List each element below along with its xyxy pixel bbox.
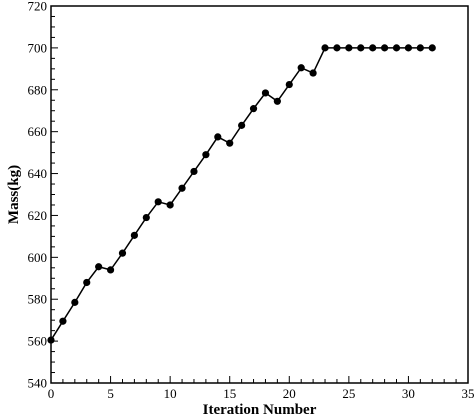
data-point [59,317,67,325]
data-point [83,278,91,287]
plot-frame [50,5,469,384]
data-point [47,336,55,344]
data-point [130,231,138,239]
x-tick-label: 15 [223,386,236,401]
data-point [154,198,162,206]
y-axis-ticks: 540 560 580 600 620 640 660 680 700 720 [28,0,58,391]
data-point [416,44,424,52]
y-tick-label: 720 [28,0,48,14]
data-point [321,44,329,52]
y-tick-label: 700 [28,40,48,55]
data-point [333,44,341,52]
data-point [106,266,115,274]
data-point [226,139,234,147]
data-point [214,133,222,141]
y-tick-label: 540 [28,376,48,391]
data-point [369,44,377,52]
x-tick-label: 35 [462,386,474,401]
y-tick-label: 620 [28,208,48,223]
series-points-group [47,44,436,344]
y-tick-label: 640 [28,166,48,181]
data-point [297,64,305,72]
y-tick-label: 660 [28,124,48,139]
data-point [71,298,79,306]
series-line-group [50,47,433,341]
data-point [309,69,317,77]
x-axis-title: Iteration Number [203,402,317,417]
data-point [190,167,198,176]
data-point [142,213,150,222]
data-point [238,121,246,129]
data-point [345,44,353,52]
series-line [50,47,433,341]
data-point [178,184,186,192]
data-point [118,249,127,257]
data-point [381,44,389,52]
data-point [273,97,281,105]
data-point [166,201,174,209]
x-tick-label: 5 [107,386,114,401]
data-point [261,89,270,97]
y-axis-title: Mass(kg) [6,165,22,224]
x-tick-label: 10 [164,386,177,401]
data-point [392,44,401,52]
x-tick-label: 0 [48,386,55,401]
plot-border [50,5,469,384]
data-point [357,44,365,52]
data-point [428,44,436,52]
x-axis-ticks: 0 5 10 15 20 25 30 35 [48,376,474,401]
data-point [285,80,293,89]
y-tick-label: 580 [28,292,48,307]
y-tick-label: 600 [28,250,48,265]
x-tick-label: 25 [342,386,355,401]
y-tick-label: 560 [28,334,48,349]
data-point [202,151,210,159]
x-tick-label: 20 [283,386,296,401]
data-point [249,105,258,113]
data-point [95,263,103,271]
y-tick-label: 680 [28,82,48,97]
x-tick-label: 30 [402,386,415,401]
data-point [404,44,413,52]
